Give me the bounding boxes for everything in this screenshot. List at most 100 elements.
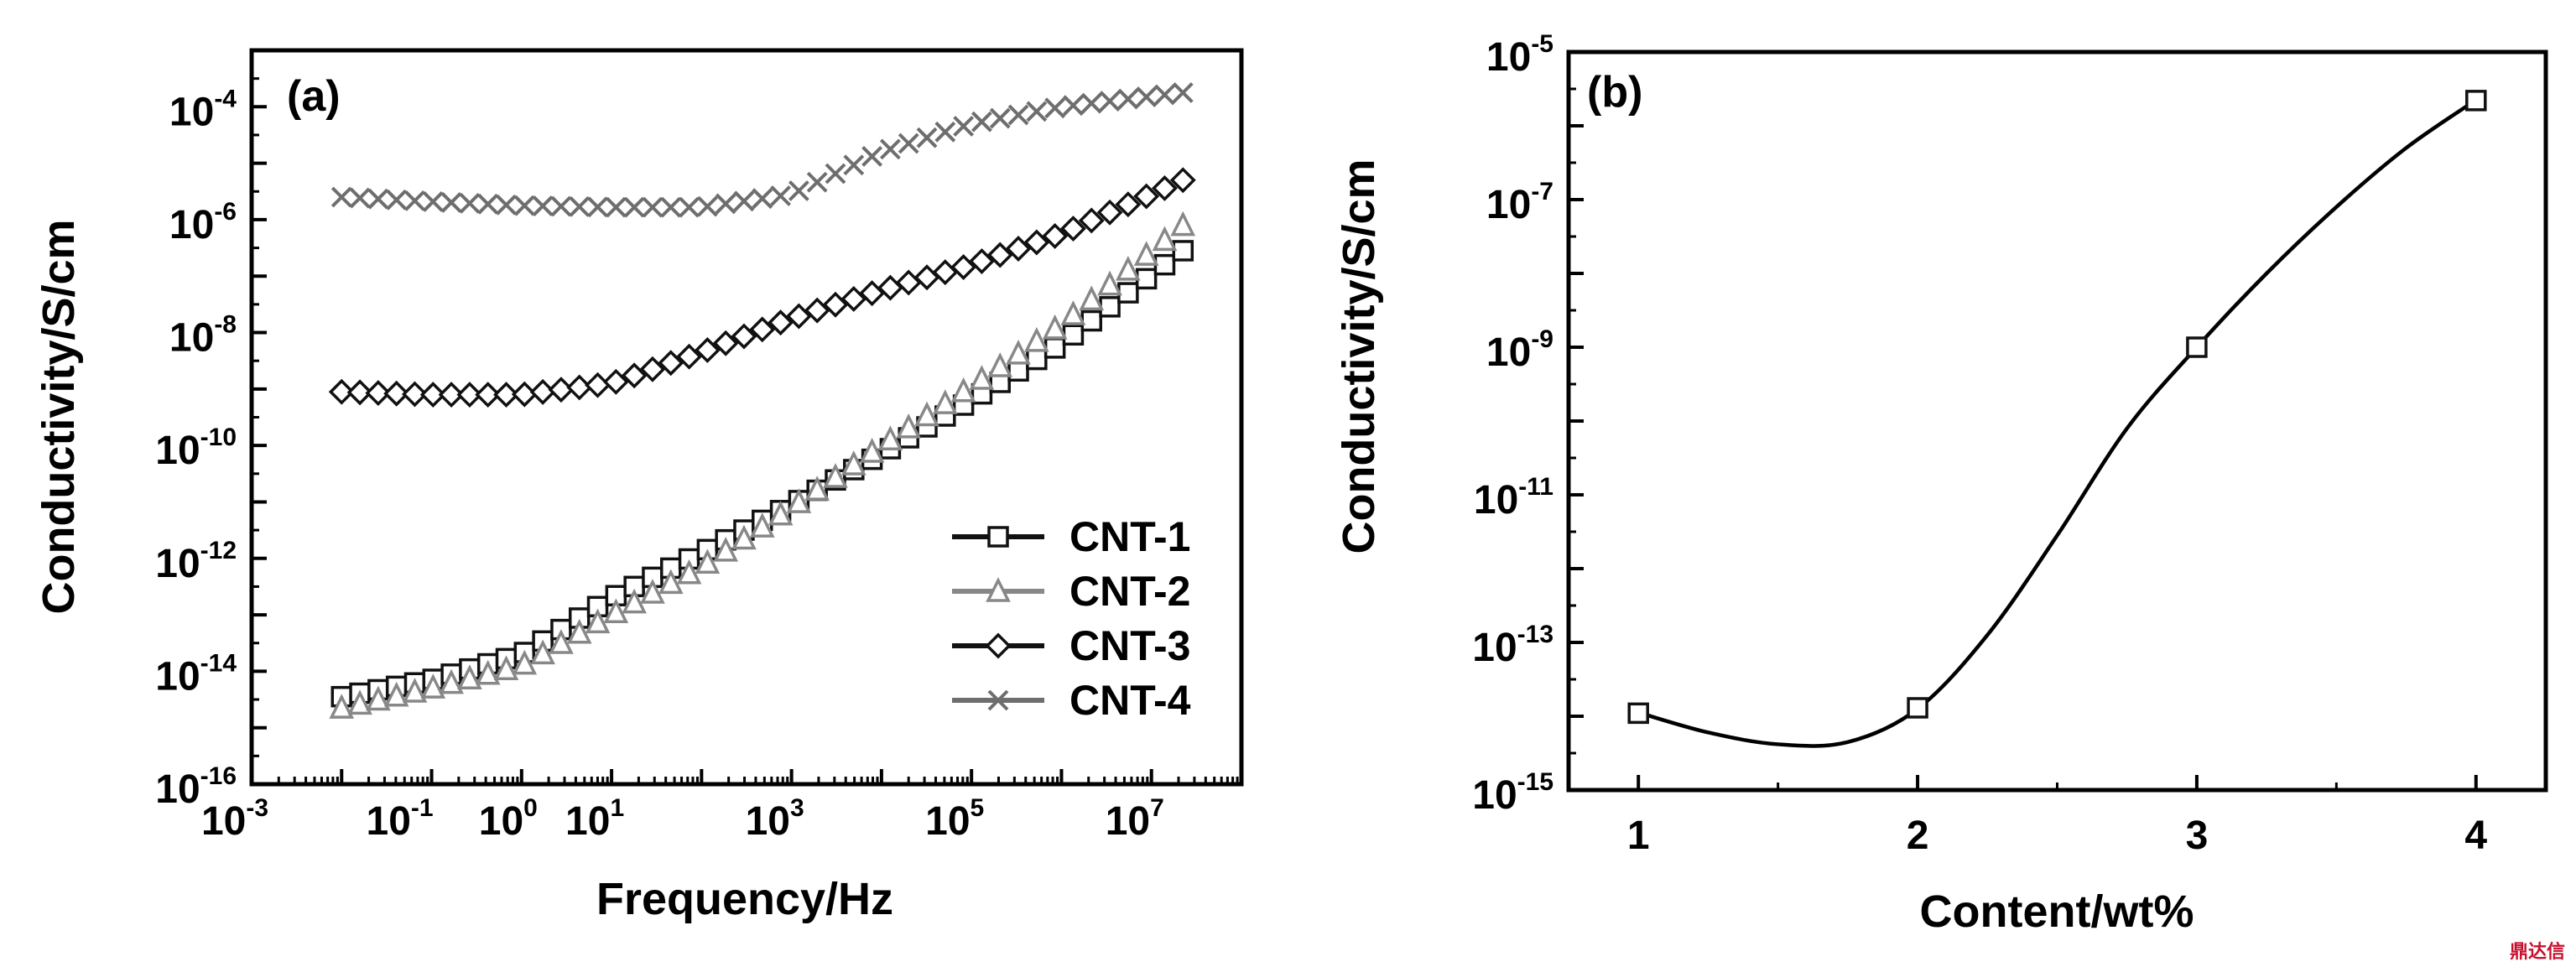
data-point (712, 330, 739, 356)
data-point (1005, 236, 1032, 262)
data-point (768, 309, 794, 336)
data-point (971, 111, 992, 133)
data-point (749, 316, 776, 343)
data-point (1133, 241, 1159, 266)
y-tick-label: 10-16 (155, 762, 237, 812)
data-point (840, 450, 866, 476)
y-tick-label: 10-11 (1474, 473, 1553, 522)
series-cnt-3 (328, 167, 1196, 408)
data-point (623, 196, 645, 218)
panel-b-series (1627, 90, 2487, 748)
data-point (386, 189, 408, 211)
legend-item-cnt-3: CNT-3 (952, 622, 1190, 669)
data-point (328, 378, 355, 405)
data-point (658, 569, 684, 595)
data-point (1099, 91, 1121, 112)
data-point (843, 154, 865, 176)
x-tick-label: 2 (1907, 814, 1929, 858)
x-tick-label: 10-3 (201, 794, 268, 844)
data-point (1026, 348, 1048, 371)
legend-label: CNT-4 (1069, 677, 1191, 724)
data-point (642, 196, 664, 218)
data-point (950, 253, 977, 280)
data-point (1096, 199, 1123, 226)
data-point (1116, 255, 1141, 281)
data-point (530, 639, 555, 665)
data-point (696, 195, 718, 217)
panel-b-ticks (1569, 50, 2478, 792)
panel-a-ticks (250, 49, 1243, 786)
data-point (329, 694, 355, 719)
data-point (896, 413, 922, 439)
legend-item-cnt-2: CNT-2 (952, 568, 1190, 615)
legend-label: CNT-3 (1069, 622, 1190, 669)
panel-a-series (328, 82, 1196, 719)
data-point (1169, 167, 1196, 194)
data-point (349, 187, 371, 209)
data-point (825, 163, 846, 185)
panel-a-x-axis-label: Frequency/Hz (596, 874, 893, 924)
data-point (859, 438, 885, 463)
data-point (622, 588, 647, 614)
data-point (383, 681, 409, 707)
legend-label: CNT-2 (1069, 568, 1190, 615)
data-point (770, 185, 791, 206)
data-point (953, 116, 975, 137)
data-point (986, 242, 1013, 268)
data-point (806, 171, 828, 193)
data-point (532, 195, 554, 216)
data-point (585, 372, 611, 398)
data-point (587, 196, 608, 218)
data-point (1024, 326, 1049, 352)
data-point (676, 343, 703, 370)
panel-b-y-tick-labels: 10-5 10-7 10-9 10-11 10-13 10-15 (1472, 30, 1553, 818)
data-point (640, 579, 665, 604)
data-point (898, 133, 919, 154)
data-point (1080, 92, 1102, 114)
data-point (456, 382, 483, 408)
data-point (1170, 211, 1196, 237)
data-point (602, 368, 629, 395)
data-point (804, 476, 830, 501)
data-point (566, 618, 592, 644)
data-point (1133, 183, 1160, 210)
x-tick-label: 101 (565, 794, 624, 844)
data-point (1042, 222, 1069, 249)
data-point (438, 382, 465, 408)
data-point (785, 303, 812, 330)
y-tick-label: 10-13 (1472, 621, 1553, 670)
data-point (676, 559, 702, 585)
data-point (1117, 282, 1139, 304)
data-point (752, 188, 773, 210)
data-point (404, 190, 425, 211)
data-point (786, 488, 812, 513)
data-point (1062, 324, 1085, 346)
data-point (513, 195, 535, 216)
data-point (934, 121, 956, 143)
data-point (1079, 285, 1105, 311)
x-tick-label: 103 (746, 794, 804, 844)
data-point (383, 380, 410, 407)
data-point (477, 193, 499, 215)
data-point (459, 192, 481, 214)
data-point (1117, 88, 1139, 110)
panel-a-frame (249, 48, 1244, 787)
data-point (1152, 226, 1178, 252)
y-tick-label: 10-15 (1472, 768, 1553, 818)
x-tick-label: 4 (2464, 814, 2487, 858)
series-cnt-2 (329, 211, 1196, 719)
content-curve (1637, 98, 2478, 748)
data-point (496, 194, 517, 216)
data-point (916, 127, 938, 148)
data-point (1059, 216, 1086, 242)
data-point (713, 536, 738, 562)
legend-item-cnt-4: CNT-4 (952, 677, 1191, 724)
data-point (895, 269, 922, 296)
data-point (877, 425, 903, 450)
data-point (1135, 268, 1158, 290)
panel-a-x-tick-labels: 10-3 10-1 100 101 103 105 107 (201, 794, 1164, 844)
legend-marker (986, 577, 1011, 602)
data-point (1063, 95, 1084, 117)
data-point (969, 365, 995, 390)
